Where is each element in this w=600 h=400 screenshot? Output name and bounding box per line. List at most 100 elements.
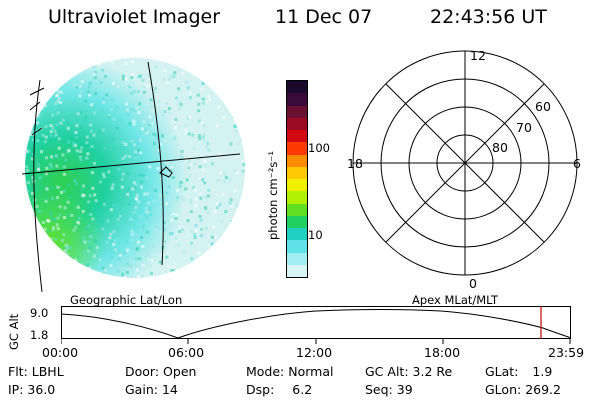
uv-pixel <box>80 188 84 192</box>
uv-pixel <box>190 257 194 261</box>
uv-pixel <box>145 84 149 88</box>
uv-pixel <box>166 161 170 165</box>
uv-pixel <box>55 164 59 168</box>
uv-pixel <box>235 255 238 259</box>
uv-pixel <box>227 268 231 272</box>
uv-pixel <box>76 84 80 87</box>
uv-pixel <box>185 242 189 246</box>
uv-pixel <box>194 204 198 208</box>
uv-pixel <box>36 121 40 125</box>
uv-pixel <box>116 85 120 89</box>
uv-pixel <box>199 196 203 200</box>
uv-pixel <box>214 77 218 81</box>
uv-pixel <box>59 121 63 125</box>
uv-pixel <box>79 126 83 130</box>
uv-pixel <box>91 217 95 221</box>
uv-pixel <box>105 76 109 80</box>
uv-pixel <box>151 245 155 248</box>
uv-pixel <box>128 85 132 89</box>
uv-pixel <box>195 271 199 274</box>
uv-pixel <box>226 83 230 87</box>
uv-pixel <box>30 240 34 244</box>
uv-pixel <box>191 63 194 67</box>
uv-pixel <box>139 138 142 142</box>
uv-pixel <box>205 275 209 278</box>
uv-pixel <box>202 101 206 105</box>
uv-pixel <box>56 141 60 145</box>
uv-pixel <box>179 153 182 157</box>
uv-pixel <box>50 237 54 241</box>
uv-pixel <box>109 232 113 236</box>
uv-pixel <box>124 143 128 146</box>
uv-pixel <box>200 178 204 182</box>
uv-pixel <box>44 135 48 139</box>
uv-pixel <box>119 267 122 271</box>
uv-pixel <box>105 240 109 244</box>
uv-pixel <box>121 141 125 144</box>
uv-pixel <box>54 97 58 101</box>
status-filter: Flt: LBHL <box>8 364 64 379</box>
uv-pixel <box>51 226 55 230</box>
uv-pixel <box>153 87 157 90</box>
uv-pixel <box>100 109 104 112</box>
uv-pixel <box>126 171 130 175</box>
uv-pixel <box>242 202 245 206</box>
uv-pixel <box>126 192 130 196</box>
uv-pixel <box>238 261 241 265</box>
uv-pixel <box>86 263 90 267</box>
uv-pixel <box>145 230 149 234</box>
uv-pixel <box>91 186 95 190</box>
uv-pixel <box>41 82 45 86</box>
uv-pixel <box>231 236 235 240</box>
uv-pixel <box>211 116 215 120</box>
uv-pixel <box>195 260 199 264</box>
uv-pixel <box>128 122 132 126</box>
uv-pixel <box>137 149 141 152</box>
uv-pixel <box>111 183 115 187</box>
uv-pixel <box>233 125 237 128</box>
uv-pixel <box>193 166 197 170</box>
longitude-line-west <box>33 79 43 293</box>
status-glat: GLat: 1.9 <box>485 364 553 379</box>
uv-pixel <box>34 258 38 261</box>
uv-pixel <box>207 271 211 274</box>
uv-pixel <box>237 109 240 113</box>
uv-pixel <box>43 73 47 76</box>
uv-pixel <box>224 210 228 213</box>
uv-pixel <box>244 90 245 94</box>
uv-pixel <box>58 59 61 63</box>
status-glon-value: 269.2 <box>525 382 561 397</box>
uv-pixel <box>190 241 193 245</box>
uv-pixel <box>191 72 195 76</box>
uv-pixel <box>131 80 135 84</box>
uv-pixel <box>165 191 169 195</box>
uv-pixel <box>55 94 59 97</box>
status-filter-value: LBHL <box>31 364 64 379</box>
uv-pixel <box>120 185 124 189</box>
uv-pixel <box>105 93 109 97</box>
uv-pixel <box>47 260 51 264</box>
uv-pixel <box>198 134 201 138</box>
uv-pixel <box>224 189 228 193</box>
uv-pixel <box>128 266 131 270</box>
uv-pixel <box>227 94 231 98</box>
uv-pixel <box>135 247 139 251</box>
uv-pixel <box>121 156 125 160</box>
uv-pixel <box>137 111 141 115</box>
colorbar-swatch <box>287 117 307 130</box>
uv-pixel <box>197 109 201 113</box>
uv-pixel <box>46 198 50 202</box>
uv-pixel <box>87 58 91 61</box>
uv-pixel <box>112 243 116 246</box>
uv-pixel <box>163 139 167 143</box>
uv-pixel <box>99 81 103 84</box>
uv-pixel <box>49 214 53 218</box>
uv-pixel <box>55 185 59 189</box>
uv-pixel <box>152 199 156 203</box>
uv-pixel <box>213 258 217 261</box>
uv-pixel <box>60 79 64 83</box>
uv-pixel <box>50 186 54 190</box>
uv-pixel <box>30 271 33 275</box>
uv-pixel <box>25 165 28 169</box>
uv-pixel <box>185 80 189 84</box>
